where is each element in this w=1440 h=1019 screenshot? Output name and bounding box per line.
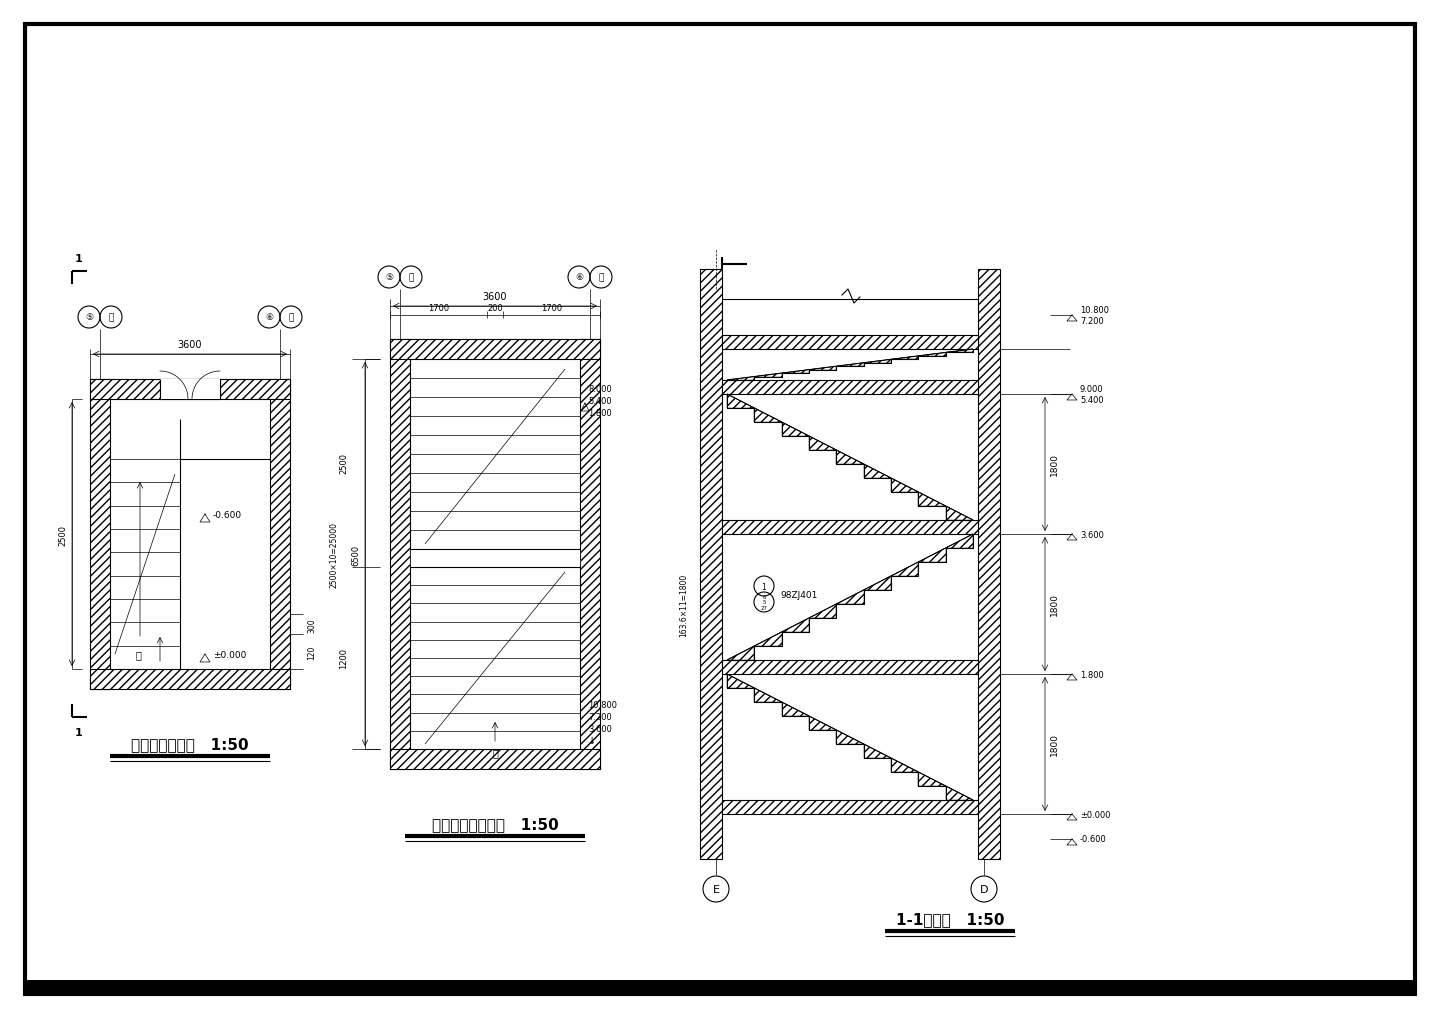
Text: 300: 300 — [307, 619, 315, 633]
Text: ⑥: ⑥ — [265, 313, 274, 322]
Polygon shape — [727, 394, 973, 521]
Text: 163.6×11=1800: 163.6×11=1800 — [680, 573, 688, 636]
Bar — [721, 335, 978, 350]
Text: 8.000: 8.000 — [588, 385, 612, 394]
Text: 3600: 3600 — [482, 291, 507, 302]
Text: 1-1剖面图   1:50: 1-1剖面图 1:50 — [896, 912, 1004, 926]
Bar — [580, 339, 600, 769]
Text: 1.800: 1.800 — [1080, 669, 1103, 679]
Text: 上: 上 — [492, 747, 498, 757]
Text: 底层楼梯平面图   1:50: 底层楼梯平面图 1:50 — [131, 737, 249, 752]
Text: 标准层楼梯平面图   1:50: 标准层楼梯平面图 1:50 — [432, 816, 559, 832]
Bar — [721, 521, 978, 535]
Bar — [390, 749, 600, 769]
Text: 1: 1 — [75, 728, 84, 738]
Polygon shape — [727, 675, 973, 800]
Text: -0.600: -0.600 — [1080, 835, 1107, 844]
Text: 1700: 1700 — [428, 304, 449, 313]
Polygon shape — [727, 350, 973, 381]
Bar — [91, 380, 289, 399]
Text: 1.800: 1.800 — [588, 409, 612, 418]
Bar — [721, 800, 978, 814]
Text: ⑬: ⑬ — [598, 273, 603, 282]
Text: ⑤: ⑤ — [384, 273, 393, 282]
Bar — [978, 270, 999, 859]
Text: ⑫: ⑫ — [409, 273, 413, 282]
Text: 1800: 1800 — [1050, 733, 1058, 756]
Bar — [24, 980, 1416, 994]
Text: 6
5
27: 6 5 27 — [760, 594, 768, 610]
Bar — [91, 380, 109, 689]
Text: -0.600: -0.600 — [213, 510, 242, 519]
Text: 5.400: 5.400 — [588, 397, 612, 407]
Bar — [390, 339, 410, 769]
Bar — [700, 270, 721, 859]
Text: ±0.000: ±0.000 — [213, 650, 246, 659]
Text: 1800: 1800 — [1050, 453, 1058, 476]
Text: 3600: 3600 — [177, 339, 202, 350]
Bar — [721, 660, 978, 675]
Text: 1800: 1800 — [1050, 593, 1058, 615]
Text: 1: 1 — [762, 582, 766, 591]
Bar — [271, 380, 289, 689]
Text: 200: 200 — [487, 304, 503, 313]
Polygon shape — [727, 535, 973, 660]
Bar — [160, 380, 220, 399]
Text: 1: 1 — [75, 254, 84, 264]
Text: D: D — [979, 884, 988, 894]
Text: ↓: ↓ — [588, 736, 596, 745]
Bar — [160, 380, 220, 399]
Text: 2500×10=25000: 2500×10=25000 — [328, 522, 338, 587]
Text: ⑬: ⑬ — [288, 313, 294, 322]
Text: 3.600: 3.600 — [588, 723, 612, 733]
Text: 1700: 1700 — [541, 304, 562, 313]
Bar — [721, 381, 978, 394]
Text: 2500: 2500 — [338, 453, 348, 474]
Text: 1200: 1200 — [338, 648, 348, 668]
Text: 2500: 2500 — [58, 524, 68, 545]
Text: 98ZJ401: 98ZJ401 — [780, 590, 818, 599]
Text: ⑤: ⑤ — [85, 313, 94, 322]
Text: 120: 120 — [307, 645, 315, 659]
Text: 10.800
7.200: 10.800 7.200 — [1080, 306, 1109, 325]
Text: ⑥: ⑥ — [575, 273, 583, 282]
Text: 上: 上 — [135, 649, 141, 659]
Text: 9.000
5.400: 9.000 5.400 — [1080, 385, 1103, 405]
Bar — [410, 549, 580, 568]
Bar — [390, 339, 600, 360]
Text: 7.200: 7.200 — [588, 712, 612, 720]
Text: ±0.000: ±0.000 — [1080, 810, 1110, 818]
Bar — [91, 669, 289, 689]
Text: 6500: 6500 — [351, 544, 360, 565]
Text: E: E — [713, 884, 720, 894]
Text: 10.800: 10.800 — [588, 700, 616, 709]
Text: 3.600: 3.600 — [1080, 530, 1104, 539]
Text: ⑫: ⑫ — [108, 313, 114, 322]
